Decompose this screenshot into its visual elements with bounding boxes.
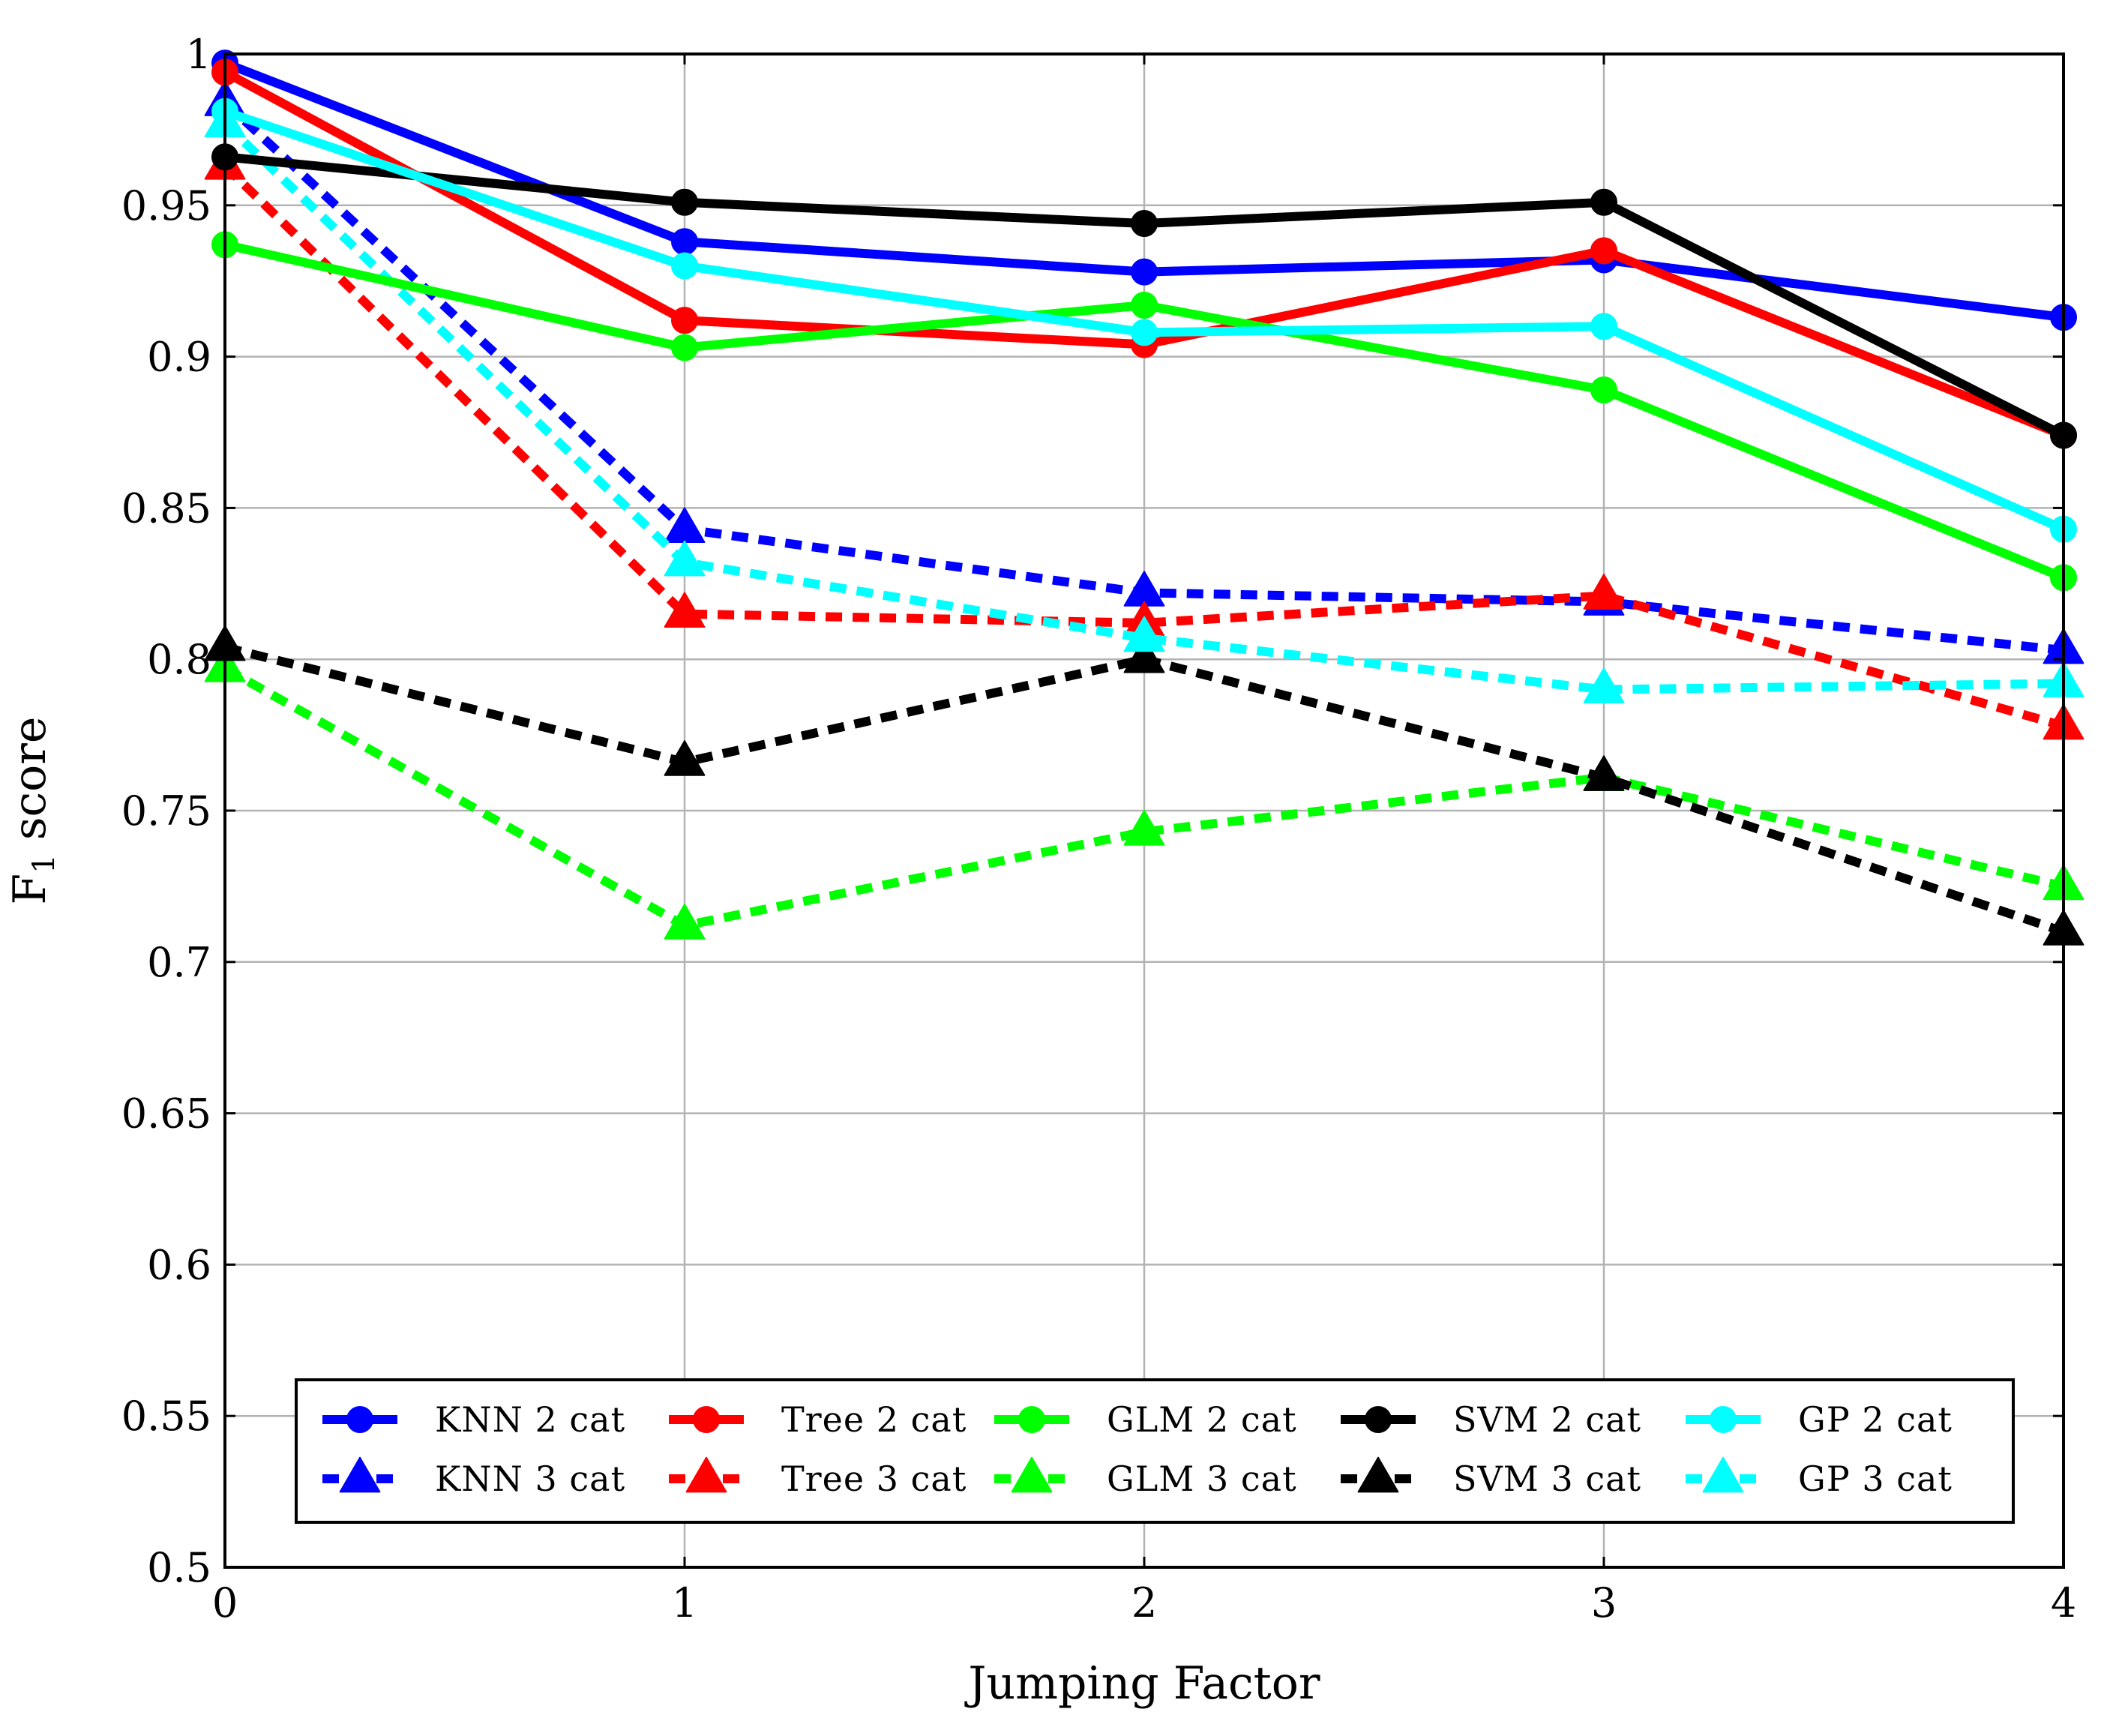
data-point-svm-2-cat xyxy=(1131,210,1158,238)
legend-item-knn-2-cat: KNN 2 cat xyxy=(322,1399,625,1440)
legend-label: GP 2 cat xyxy=(1798,1399,1953,1440)
y-tick-label: 0.9 xyxy=(147,334,211,381)
axis-ticks: 0.5 0.55 0.6 0.65 0.7 0.75 0.8 0.85 0.9 0.95 1 0 1 2 3… xyxy=(121,31,2076,1627)
data-point-gp-2-cat xyxy=(671,252,698,280)
data-point-svm-3-cat xyxy=(664,740,706,776)
legend-swatch-marker xyxy=(1357,1456,1399,1493)
legend-swatch-marker xyxy=(1710,1406,1737,1433)
data-point-svm-3-cat xyxy=(1123,637,1165,673)
legend-item-glm-3-cat: GLM 3 cat xyxy=(994,1456,1297,1499)
y-axis-label-subscript: 1 xyxy=(27,854,61,873)
legend-item-svm-2-cat: SVM 2 cat xyxy=(1341,1399,1641,1440)
data-point-gp-2-cat xyxy=(1590,313,1617,340)
legend-label: KNN 2 cat xyxy=(435,1399,625,1440)
legend-item-gp-2-cat: GP 2 cat xyxy=(1686,1399,1953,1440)
legend-box xyxy=(295,1378,2015,1524)
data-point-tree-2-cat xyxy=(1590,237,1617,265)
data-point-glm-2-cat xyxy=(671,334,698,361)
series-line-gp-3-cat xyxy=(221,120,2064,694)
data-point-svm-2-cat xyxy=(1590,188,1617,216)
series-glm-2-cat xyxy=(211,231,2077,592)
legend-item-gp-3-cat: GP 3 cat xyxy=(1686,1456,1953,1499)
x-axis-label: Jumping Factor xyxy=(964,1657,1320,1710)
y-tick-label: 0.75 xyxy=(121,787,211,835)
legend: KNN 2 cat Tree 2 cat GLM 2 cat SVM 2 cat GP … xyxy=(295,1378,2015,1524)
y-axis-label-rest: score xyxy=(4,717,56,855)
data-point-tree-3-cat xyxy=(664,592,706,628)
legend-label: SVM 2 cat xyxy=(1453,1399,1641,1440)
data-point-knn-3-cat xyxy=(1123,571,1165,607)
legend-swatch-marker xyxy=(339,1456,381,1493)
data-point-svm-3-cat xyxy=(1583,755,1625,791)
legend-item-tree-2-cat: Tree 2 cat xyxy=(669,1399,967,1440)
y-tick-label: 0.95 xyxy=(121,182,211,229)
data-point-tree-3-cat xyxy=(1583,574,1625,610)
data-point-gp-3-cat xyxy=(1583,667,1625,703)
y-tick-label: 0.65 xyxy=(121,1090,211,1138)
legend-item-knn-3-cat: KNN 3 cat xyxy=(322,1456,625,1499)
data-point-knn-2-cat xyxy=(1131,258,1158,286)
y-tick-label: 0.55 xyxy=(121,1393,211,1440)
legend-swatch-marker xyxy=(693,1406,720,1433)
legend-swatch-marker xyxy=(1365,1406,1392,1433)
y-axis-label: F1 score xyxy=(4,717,61,905)
x-tick-label: 2 xyxy=(1131,1579,1157,1627)
data-point-gp-3-cat xyxy=(664,540,706,577)
series-line-glm-3-cat xyxy=(223,664,2065,931)
legend-swatch-marker xyxy=(1702,1456,1744,1493)
y-tick-label: 0.5 xyxy=(147,1544,211,1591)
y-tick-label: 0.6 xyxy=(147,1241,211,1288)
legend-swatch-marker xyxy=(685,1456,727,1493)
x-tick-label: 0 xyxy=(212,1579,238,1627)
data-point-svm-2-cat xyxy=(671,188,698,216)
data-point-glm-2-cat xyxy=(1590,376,1617,403)
series-lines xyxy=(204,49,2085,946)
y-axis-label-main: F xyxy=(4,874,56,905)
data-point-gp-3-cat xyxy=(1123,616,1165,652)
data-point-gp-2-cat xyxy=(1131,319,1158,346)
y-tick-label: 0.85 xyxy=(121,484,211,532)
y-tick-label: 1 xyxy=(186,31,211,78)
legend-label: GP 3 cat xyxy=(1798,1459,1953,1499)
x-tick-label: 3 xyxy=(1591,1579,1617,1627)
legend-label: GLM 3 cat xyxy=(1107,1459,1297,1499)
legend-label: SVM 3 cat xyxy=(1453,1459,1641,1499)
legend-swatch-marker xyxy=(1018,1406,1045,1433)
legend-swatch-marker xyxy=(346,1406,373,1433)
legend-label: GLM 2 cat xyxy=(1107,1399,1297,1440)
x-tick-label: 4 xyxy=(2051,1579,2076,1627)
y-tick-label: 0.8 xyxy=(147,636,211,683)
data-point-glm-2-cat xyxy=(1131,291,1158,319)
legend-item-svm-3-cat: SVM 3 cat xyxy=(1341,1456,1641,1499)
legend-swatch-marker xyxy=(1011,1456,1053,1493)
legend-label: Tree 3 cat xyxy=(781,1459,967,1499)
legend-item-tree-3-cat: Tree 3 cat xyxy=(669,1456,967,1499)
legend-item-glm-2-cat: GLM 2 cat xyxy=(994,1399,1297,1440)
data-point-glm-3-cat xyxy=(664,904,706,940)
data-point-knn-2-cat xyxy=(671,228,698,256)
legend-label: KNN 3 cat xyxy=(435,1459,625,1499)
data-point-tree-2-cat xyxy=(671,307,698,334)
legend-label: Tree 2 cat xyxy=(781,1399,967,1440)
series-svm-2-cat xyxy=(211,143,2077,449)
x-tick-label: 1 xyxy=(672,1579,697,1627)
y-tick-label: 0.7 xyxy=(147,939,211,986)
series-gp-2-cat xyxy=(211,97,2077,543)
data-point-glm-3-cat xyxy=(1123,809,1165,846)
